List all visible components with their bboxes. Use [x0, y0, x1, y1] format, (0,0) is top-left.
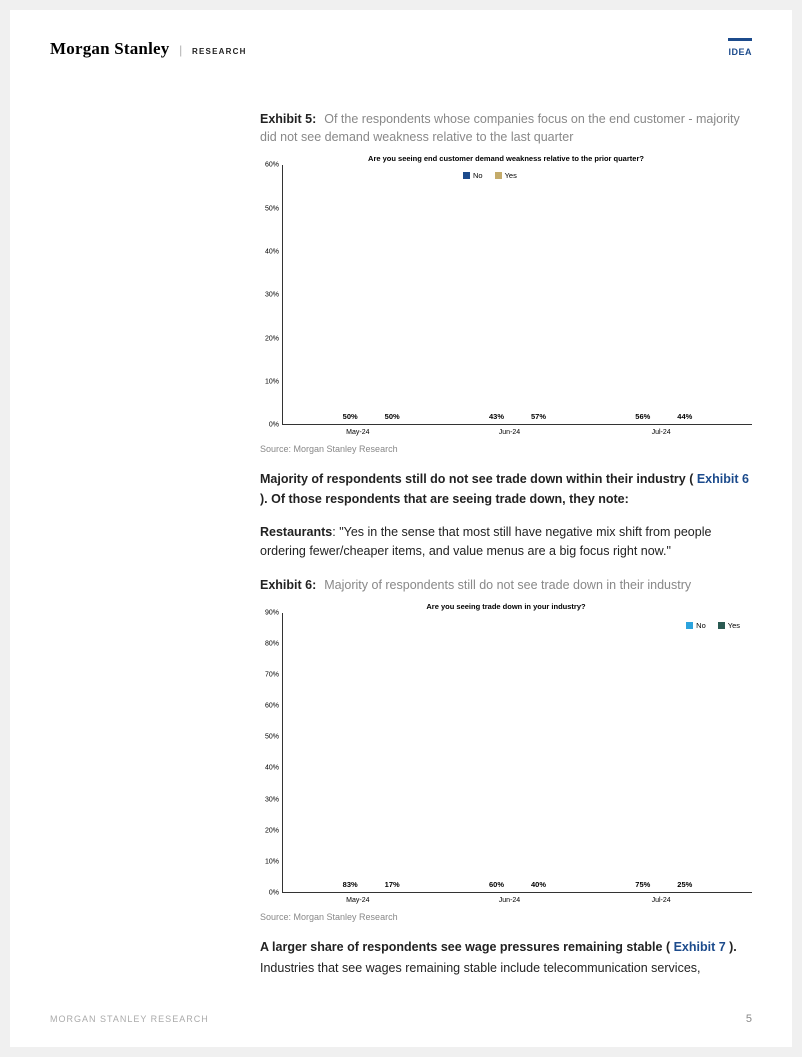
y-axis: 0%10%20%30%40%50%60%70%80%90% [260, 613, 282, 893]
exhibit6-label: Exhibit 6: [260, 578, 316, 592]
para1-b: ). Of those respondents that are seeing … [260, 492, 629, 506]
paragraph-1: Majority of respondents still do not see… [260, 470, 752, 509]
y-tick: 70% [265, 672, 279, 679]
page-header: Morgan Stanley | RESEARCH IDEA [50, 38, 752, 60]
research-label: RESEARCH [192, 47, 247, 56]
y-tick: 80% [265, 641, 279, 648]
para3-a: A larger share of respondents see wage p… [260, 940, 674, 954]
bars-row: 50% 50% 43% 57% 56% 44% [283, 165, 752, 424]
y-tick: 30% [265, 796, 279, 803]
y-tick: 50% [265, 734, 279, 741]
exhibit5-chart-title: Are you seeing end customer demand weakn… [260, 154, 752, 163]
exhibit5-plot: 0%10%20%30%40%50%60%NoYes50%50%43%57%56%… [260, 165, 752, 425]
paragraph-3: A larger share of respondents see wage p… [260, 938, 752, 957]
para2-label: Restaurants [260, 525, 332, 539]
y-axis: 0%10%20%30%40%50%60% [260, 165, 282, 425]
x-tick: May-24 [313, 429, 403, 436]
x-tick: May-24 [313, 897, 403, 904]
para3-b: ). [726, 940, 737, 954]
bar-value-label: 57% [531, 412, 546, 421]
x-tick: Jun-24 [464, 429, 554, 436]
y-tick: 60% [265, 703, 279, 710]
exhibit7-link[interactable]: Exhibit 7 [674, 940, 726, 954]
exhibit6-chart: Are you seeing trade down in your indust… [260, 602, 752, 904]
content-column: Exhibit 5:Of the respondents whose compa… [260, 110, 752, 979]
exhibit5-label: Exhibit 5: [260, 112, 316, 126]
bar-value-label: 17% [385, 880, 400, 889]
exhibit6-source: Source: Morgan Stanley Research [260, 912, 752, 922]
y-tick: 60% [265, 162, 279, 169]
plot-area: NoYes83%17%60%40%75%25% [282, 613, 752, 893]
page: Morgan Stanley | RESEARCH IDEA Exhibit 5… [10, 10, 792, 1047]
x-tick: Jul-24 [616, 429, 706, 436]
paragraph-2: Restaurants: "Yes in the sense that most… [260, 523, 752, 562]
exhibit6-chart-title: Are you seeing trade down in your indust… [260, 602, 752, 611]
footer-text: MORGAN STANLEY RESEARCH [50, 1014, 209, 1024]
brand-name: Morgan Stanley [50, 39, 169, 59]
bars-row: 83% 17% 60% 40% 75% 25% [283, 613, 752, 892]
y-tick: 30% [265, 292, 279, 299]
idea-text: IDEA [728, 47, 752, 57]
bar-value-label: 60% [489, 880, 504, 889]
bar-value-label: 56% [635, 412, 650, 421]
y-tick: 10% [265, 858, 279, 865]
exhibit5-chart: Are you seeing end customer demand weakn… [260, 154, 752, 436]
bar-value-label: 83% [343, 880, 358, 889]
x-tick: Jul-24 [616, 897, 706, 904]
y-tick: 10% [265, 378, 279, 385]
bar-value-label: 43% [489, 412, 504, 421]
exhibit6-header: Exhibit 6: Majority of respondents still … [260, 576, 752, 594]
exhibit5-source: Source: Morgan Stanley Research [260, 444, 752, 454]
exhibit5-header: Exhibit 5:Of the respondents whose compa… [260, 110, 752, 146]
exhibit6-link[interactable]: Exhibit 6 [697, 472, 749, 486]
y-tick: 40% [265, 248, 279, 255]
exhibit6-xaxis: May-24 Jun-24 Jul-24 [260, 893, 752, 904]
y-tick: 20% [265, 827, 279, 834]
y-tick: 50% [265, 205, 279, 212]
brand-block: Morgan Stanley | RESEARCH [50, 39, 247, 59]
exhibit6-caption: Majority of respondents still do not see… [324, 578, 691, 592]
bar-value-label: 50% [343, 412, 358, 421]
brand-divider: | [179, 42, 182, 58]
exhibit5-caption: Of the respondents whose companies focus… [260, 112, 740, 144]
x-tick: Jun-24 [464, 897, 554, 904]
y-tick: 90% [265, 609, 279, 616]
bar-value-label: 44% [677, 412, 692, 421]
y-tick: 0% [269, 889, 279, 896]
y-tick: 0% [269, 422, 279, 429]
bar-value-label: 25% [677, 880, 692, 889]
y-tick: 20% [265, 335, 279, 342]
exhibit6-plot: 0%10%20%30%40%50%60%70%80%90%NoYes83%17%… [260, 613, 752, 893]
page-footer: MORGAN STANLEY RESEARCH 5 [50, 1013, 752, 1025]
plot-area: NoYes50%50%43%57%56%44% [282, 165, 752, 425]
bar-value-label: 40% [531, 880, 546, 889]
y-tick: 40% [265, 765, 279, 772]
idea-badge: IDEA [728, 38, 752, 60]
page-number: 5 [746, 1013, 752, 1025]
exhibit5-xaxis: May-24 Jun-24 Jul-24 [260, 425, 752, 436]
bar-value-label: 75% [635, 880, 650, 889]
paragraph-3c: Industries that see wages remaining stab… [260, 959, 752, 978]
bar-value-label: 50% [385, 412, 400, 421]
para1-a: Majority of respondents still do not see… [260, 472, 697, 486]
